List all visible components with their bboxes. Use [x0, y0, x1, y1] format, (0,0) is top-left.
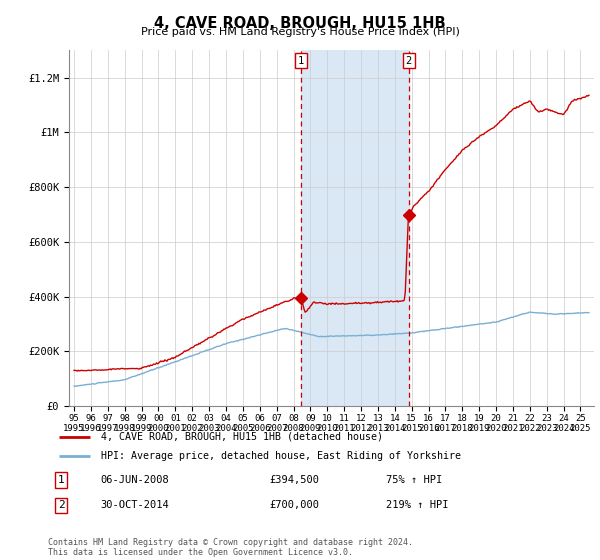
Text: 06-JUN-2008: 06-JUN-2008 [101, 475, 170, 485]
Text: HPI: Average price, detached house, East Riding of Yorkshire: HPI: Average price, detached house, East… [101, 451, 461, 461]
Text: 4, CAVE ROAD, BROUGH, HU15 1HB: 4, CAVE ROAD, BROUGH, HU15 1HB [154, 16, 446, 31]
Bar [301, 50, 409, 406]
Text: 1: 1 [298, 56, 304, 66]
Text: 75% ↑ HPI: 75% ↑ HPI [386, 475, 442, 485]
Text: £700,000: £700,000 [270, 500, 320, 510]
Text: 4, CAVE ROAD, BROUGH, HU15 1HB (detached house): 4, CAVE ROAD, BROUGH, HU15 1HB (detached… [101, 432, 383, 442]
Text: 219% ↑ HPI: 219% ↑ HPI [386, 500, 448, 510]
Text: 2: 2 [406, 56, 412, 66]
Text: £394,500: £394,500 [270, 475, 320, 485]
Text: 1: 1 [58, 475, 65, 485]
Text: Contains HM Land Registry data © Crown copyright and database right 2024.
This d: Contains HM Land Registry data © Crown c… [48, 538, 413, 557]
Text: 30-OCT-2014: 30-OCT-2014 [101, 500, 170, 510]
Text: Price paid vs. HM Land Registry's House Price Index (HPI): Price paid vs. HM Land Registry's House … [140, 27, 460, 37]
Text: 2: 2 [58, 500, 65, 510]
